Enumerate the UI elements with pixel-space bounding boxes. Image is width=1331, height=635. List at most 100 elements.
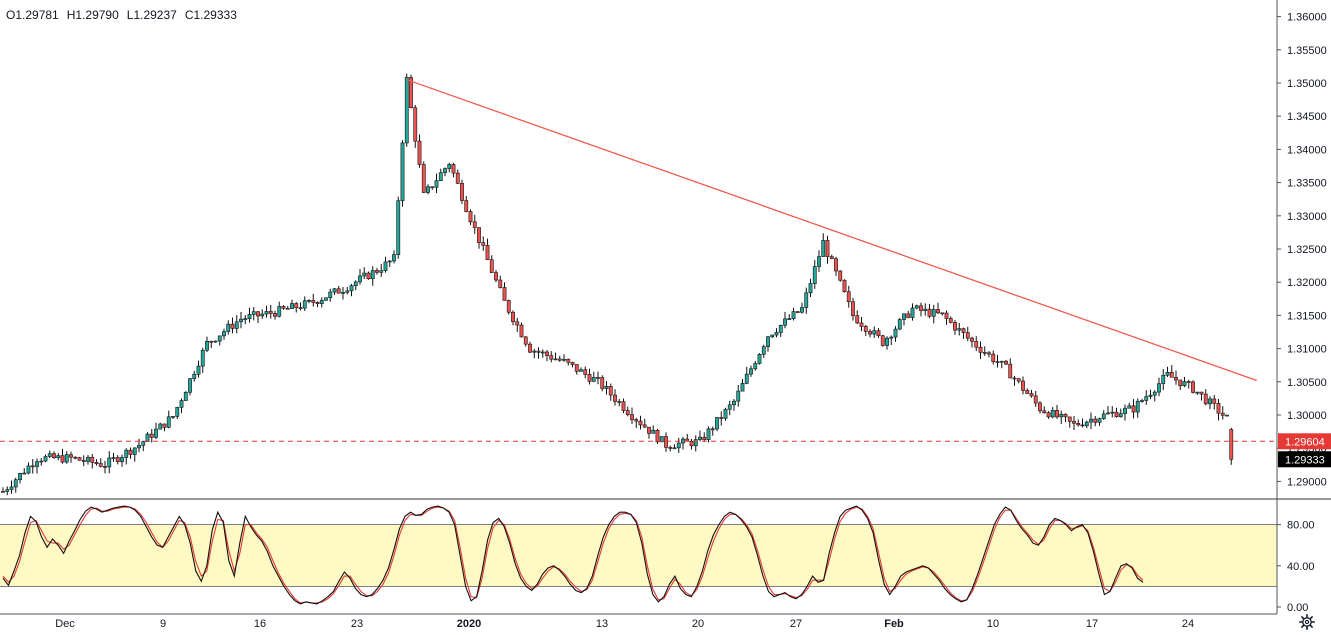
- price-tick-label: 1.31000: [1287, 344, 1327, 356]
- candle-body: [285, 307, 290, 310]
- candle-body: [362, 272, 367, 277]
- candle-body: [953, 322, 957, 331]
- candle-body: [931, 309, 936, 317]
- candle-body: [1203, 393, 1208, 405]
- candle-body: [1046, 412, 1051, 418]
- candle-body: [511, 311, 515, 323]
- candle-body: [808, 283, 813, 294]
- candle-body: [919, 305, 923, 311]
- candle-body: [39, 460, 44, 463]
- candle-body: [1089, 418, 1093, 423]
- time-tick-label: 16: [254, 618, 266, 630]
- candle-body: [443, 168, 447, 173]
- candle-body: [583, 369, 588, 375]
- stochastic-k-line: [2, 505, 1144, 605]
- candle-body: [570, 361, 575, 365]
- price-tick-label: 1.36000: [1287, 12, 1327, 24]
- candle-body: [230, 323, 235, 329]
- candle-body: [26, 465, 31, 474]
- last-price-tag: [1278, 451, 1331, 468]
- candle-body: [1161, 374, 1166, 384]
- candle-body: [426, 186, 430, 193]
- candle-body: [1165, 372, 1170, 376]
- candle-body: [464, 200, 469, 212]
- candle-body: [379, 270, 384, 273]
- candle-body: [515, 321, 520, 326]
- candle-body: [800, 307, 804, 313]
- candle-body: [1067, 416, 1072, 422]
- candle-body: [1169, 372, 1174, 378]
- candle-body: [999, 360, 1004, 363]
- candle-body: [251, 311, 256, 315]
- time-tick-label: 9: [160, 618, 166, 630]
- candle-body: [732, 400, 736, 406]
- price-tick-label: 1.33500: [1287, 178, 1327, 190]
- candle-body: [506, 300, 511, 313]
- candle-body: [723, 408, 728, 419]
- candle-body: [549, 355, 554, 360]
- time-tick-label: Dec: [55, 618, 75, 630]
- candle-body: [260, 313, 265, 317]
- candle-body: [778, 324, 783, 333]
- candle-body: [562, 358, 566, 361]
- candle-body: [239, 318, 243, 323]
- candle-body: [298, 307, 303, 310]
- candle-body: [307, 300, 311, 302]
- candle-body: [936, 309, 940, 314]
- candle-body: [1101, 413, 1106, 419]
- candle-body: [1012, 377, 1017, 380]
- candle-body: [613, 394, 617, 402]
- candle-body: [647, 426, 651, 434]
- candle-body: [234, 321, 239, 329]
- candle-body: [579, 369, 583, 372]
- candle-body: [1186, 381, 1191, 383]
- candle-body: [625, 410, 630, 415]
- candle-body: [349, 285, 354, 292]
- candle-body: [396, 200, 401, 255]
- candle-body: [906, 313, 911, 318]
- candle-body: [851, 301, 855, 316]
- price-tick-label: 1.35500: [1287, 45, 1327, 57]
- candle-body: [434, 180, 439, 188]
- time-tick-label: 2020: [457, 618, 481, 630]
- candle-body: [821, 240, 826, 257]
- candle-body: [970, 337, 974, 342]
- candle-body: [413, 107, 418, 142]
- candle-body: [634, 419, 639, 422]
- candle-body: [532, 350, 537, 353]
- candle-body: [1076, 422, 1081, 426]
- candle-body: [103, 466, 107, 468]
- candle-body: [1229, 429, 1234, 460]
- candle-body: [417, 140, 422, 165]
- candle-body: [64, 454, 69, 463]
- candle-body: [477, 227, 481, 243]
- time-tick-label: Feb: [884, 618, 904, 630]
- candle-body: [957, 328, 962, 331]
- candle-body: [421, 164, 426, 193]
- candle-body: [124, 449, 129, 458]
- candle-body: [166, 416, 171, 428]
- candle-body: [120, 457, 124, 463]
- candle-body: [69, 454, 73, 458]
- candle-body: [630, 414, 634, 420]
- candle-body: [838, 270, 843, 281]
- candle-body: [1118, 413, 1123, 418]
- candle-body: [978, 346, 983, 353]
- candle-body: [18, 472, 22, 481]
- candle-body: [35, 461, 39, 467]
- candle-body: [791, 311, 796, 320]
- candle-body: [727, 404, 732, 410]
- time-tick-label: 24: [1182, 618, 1194, 630]
- settings-gear-icon[interactable]: [1299, 614, 1315, 630]
- candle-body: [324, 297, 328, 301]
- candle-body: [1148, 394, 1153, 397]
- candle-body: [332, 288, 337, 293]
- candle-body: [1225, 414, 1229, 417]
- candle-body: [817, 256, 821, 267]
- candle-body: [804, 292, 809, 308]
- oscillator-tick-label: 40.00: [1287, 561, 1315, 573]
- candle-body: [1072, 420, 1076, 424]
- candle-body: [880, 335, 885, 346]
- candle-body: [192, 374, 197, 379]
